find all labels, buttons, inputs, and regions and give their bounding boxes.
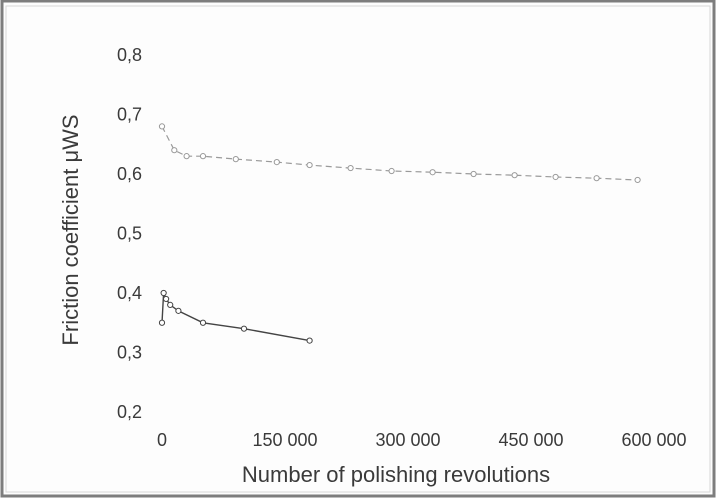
data-point xyxy=(160,289,167,297)
data-point xyxy=(158,319,166,326)
data-point xyxy=(306,337,313,344)
data-point xyxy=(552,173,559,181)
data-point xyxy=(306,161,313,169)
x-tick-label: 150 000 xyxy=(252,430,317,450)
series-line-1 xyxy=(161,126,638,181)
data-point xyxy=(199,153,207,160)
data-point xyxy=(171,147,178,154)
data-point xyxy=(511,172,518,179)
data-point xyxy=(163,295,170,303)
data-point xyxy=(175,307,182,314)
data-point xyxy=(593,175,600,182)
data-point xyxy=(634,176,641,184)
data-point xyxy=(232,156,239,163)
data-point xyxy=(167,301,174,308)
data-point xyxy=(158,123,166,130)
y-axis-title: Friction coefficient μWS xyxy=(58,114,83,345)
y-tick-label: 0,5 xyxy=(117,224,142,244)
data-point xyxy=(199,319,207,326)
data-point xyxy=(183,153,190,160)
series-line-2 xyxy=(161,292,310,342)
series-layer xyxy=(158,123,641,344)
y-tick-label: 0,2 xyxy=(117,402,142,422)
x-tick-label: 0 xyxy=(157,430,167,450)
x-axis-title: Number of polishing revolutions xyxy=(242,462,550,487)
scan-inner-border xyxy=(5,5,711,493)
data-point xyxy=(429,169,436,176)
x-axis-ticks: 0 150 000 300 000 450 000 600 000 xyxy=(157,430,687,450)
data-point xyxy=(388,167,395,175)
y-tick-label: 0,3 xyxy=(117,343,142,363)
data-point xyxy=(470,170,477,178)
x-tick-label: 450 000 xyxy=(498,430,563,450)
x-tick-label: 600 000 xyxy=(621,430,686,450)
data-point xyxy=(240,325,248,332)
y-tick-label: 0,6 xyxy=(117,164,142,184)
y-tick-label: 0,8 xyxy=(117,45,142,65)
y-tick-label: 0,7 xyxy=(117,105,142,125)
x-tick-label: 300 000 xyxy=(375,430,440,450)
y-tick-label: 0,4 xyxy=(117,283,142,303)
y-axis-ticks: 0,2 0,3 0,4 0,5 0,6 0,7 0,8 xyxy=(117,45,142,422)
data-point xyxy=(273,159,280,166)
data-point xyxy=(347,164,354,172)
